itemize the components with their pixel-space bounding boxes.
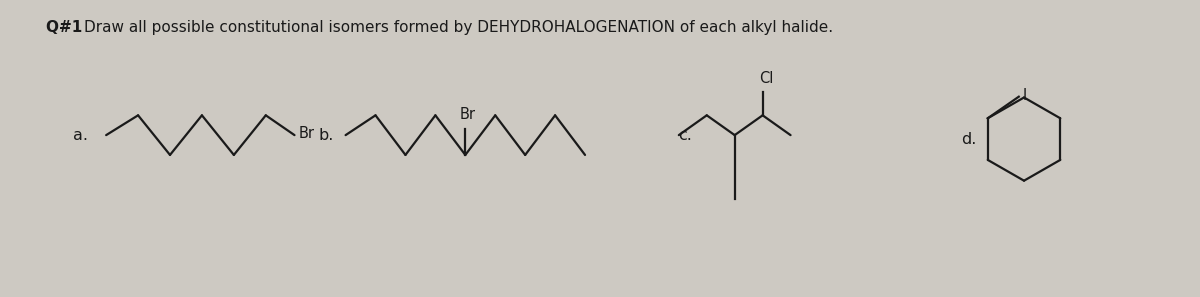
Text: Cl: Cl — [758, 71, 773, 86]
Text: I: I — [1022, 88, 1027, 103]
Text: b.: b. — [319, 128, 334, 143]
Text: c.: c. — [678, 128, 691, 143]
Text: Br: Br — [460, 107, 475, 122]
Text: d.: d. — [961, 132, 977, 147]
Text: Draw all possible constitutional isomers formed by DEHYDROHALOGENATION of each a: Draw all possible constitutional isomers… — [84, 20, 833, 35]
Text: a.: a. — [73, 128, 89, 143]
Text: Br: Br — [299, 126, 314, 141]
Text: Q#1: Q#1 — [47, 20, 88, 35]
